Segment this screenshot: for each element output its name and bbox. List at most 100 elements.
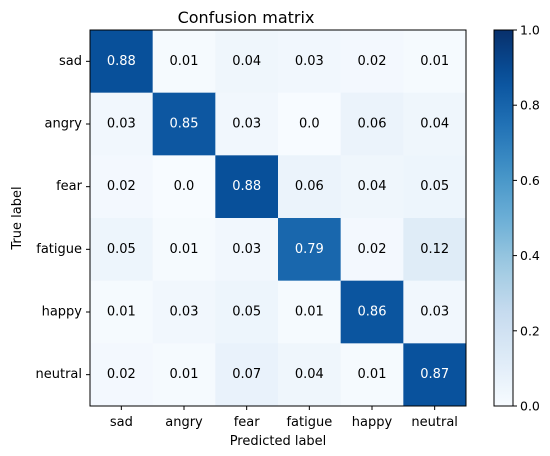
- colorbar-ticks: 0.0 0.2 0.4 0.6 0.8 1.0: [513, 23, 540, 414]
- plot-frame: [89, 29, 467, 407]
- heatmap-cell: [403, 92, 467, 156]
- cell-value-label: 0.01: [358, 367, 387, 382]
- cell-value-label: 0.03: [232, 242, 261, 257]
- cell-value-label: 0.02: [107, 367, 136, 382]
- chart-title: Confusion matrix: [178, 8, 315, 27]
- heatmap-cell: [340, 30, 404, 94]
- colorbar: [493, 29, 514, 407]
- x-tick-label: happy: [352, 415, 393, 430]
- x-tick-label: fatigue: [286, 415, 332, 430]
- heatmap-cell: [90, 92, 154, 156]
- colorbar-tick-label: 0.8: [520, 98, 540, 113]
- cell-value-label: 0.05: [232, 305, 261, 320]
- heatmap-cell: [278, 218, 342, 282]
- y-tick-label: fear: [56, 179, 83, 194]
- y-tick-label: fatigue: [36, 242, 82, 257]
- cell-value-label: 0.04: [295, 367, 324, 382]
- x-axis-ticks: sad angry fear fatigue happy neutral: [110, 406, 458, 430]
- cell-value-label: 0.01: [295, 305, 324, 320]
- cell-value-label: 0.04: [232, 54, 261, 69]
- cell-value-label: 0.88: [107, 54, 136, 69]
- heatmap-cell: [278, 280, 342, 344]
- cell-value-label: 0.02: [358, 242, 387, 257]
- cell-value-label: 0.03: [232, 117, 261, 132]
- cell-value-label: 0.87: [420, 367, 449, 382]
- y-tick-label: happy: [42, 305, 83, 320]
- heatmap-cell: [215, 92, 279, 156]
- heatmap-cell: [152, 343, 216, 407]
- y-tick-label: angry: [45, 117, 83, 132]
- heatmap-cell: [403, 218, 467, 282]
- cell-value-label: 0.12: [420, 242, 449, 257]
- heatmap-cell: [215, 343, 279, 407]
- cell-value-label: 0.04: [358, 179, 387, 194]
- cell-value-label: 0.79: [295, 242, 324, 257]
- heatmap-cell: [90, 155, 154, 219]
- cell-value-label: 0.01: [170, 242, 199, 257]
- cell-value-label: 0.05: [420, 179, 449, 194]
- cell-value-label: 0.01: [170, 54, 199, 69]
- cell-value-label: 0.06: [295, 179, 324, 194]
- heatmap-cell: [278, 30, 342, 94]
- cell-value-label: 0.0: [299, 117, 320, 132]
- colorbar-tick-label: 0.4: [520, 248, 540, 263]
- x-tick-label: angry: [165, 415, 203, 430]
- heatmap-cell: [90, 218, 154, 282]
- cell-value-label: 0.86: [358, 305, 387, 320]
- cell-value-label: 0.01: [107, 305, 136, 320]
- y-tick-label: neutral: [36, 367, 83, 382]
- heatmap-cell: [152, 218, 216, 282]
- heatmap-cell: [215, 280, 279, 344]
- cell-value-label: 0.85: [170, 117, 199, 132]
- heatmap-cell: [403, 155, 467, 219]
- y-tick-label: sad: [59, 54, 82, 69]
- heatmap-cell: [340, 343, 404, 407]
- heatmap-cell: [403, 343, 467, 407]
- x-tick-label: sad: [110, 415, 133, 430]
- cell-value-label: 0.02: [358, 54, 387, 69]
- cell-value-label: 0.05: [107, 242, 136, 257]
- x-tick-label: fear: [234, 415, 261, 430]
- heatmap-cell: [152, 280, 216, 344]
- heatmap-cell: [278, 92, 342, 156]
- colorbar-tick-label: 0.2: [520, 323, 540, 338]
- heatmap-cell: [340, 218, 404, 282]
- cell-value-label: 0.07: [232, 367, 261, 382]
- cell-value-label: 0.01: [420, 54, 449, 69]
- heatmap-cell: [152, 155, 216, 219]
- heatmap-cell: [340, 280, 404, 344]
- heatmap-value-labels: 0.88 0.01 0.04 0.03 0.02 0.01 0.03 0.85 0.03 0.0 0…: [107, 54, 449, 382]
- cell-value-label: 0.03: [107, 117, 136, 132]
- heatmap-cell: [278, 343, 342, 407]
- cell-value-label: 0.03: [170, 305, 199, 320]
- heatmap-cell: [215, 30, 279, 94]
- heatmap-cell: [152, 92, 216, 156]
- colorbar-tick-label: 0.6: [520, 173, 540, 188]
- y-axis-label: True label: [10, 186, 25, 250]
- x-tick-label: neutral: [411, 415, 458, 430]
- cell-value-label: 0.04: [420, 117, 449, 132]
- heatmap-cell: [340, 155, 404, 219]
- cell-value-label: 0.02: [107, 179, 136, 194]
- cell-value-label: 0.0: [174, 179, 195, 194]
- heatmap-cell: [403, 30, 467, 94]
- heatmap-cell: [340, 92, 404, 156]
- heatmap-cell: [90, 30, 154, 94]
- cell-value-label: 0.03: [420, 305, 449, 320]
- heatmap-cell: [215, 155, 279, 219]
- cell-value-label: 0.06: [358, 117, 387, 132]
- heatmap-cell: [90, 280, 154, 344]
- heatmap-cell: [152, 30, 216, 94]
- heatmap-cell: [90, 343, 154, 407]
- y-axis-ticks: sad angry fear fatigue happy neutral: [36, 54, 90, 382]
- colorbar-tick-label: 0.0: [520, 399, 540, 414]
- cell-value-label: 0.88: [232, 179, 261, 194]
- heatmap-cells: [90, 30, 467, 407]
- heatmap-cell: [403, 280, 467, 344]
- heatmap-cell: [215, 218, 279, 282]
- x-axis-label: Predicted label: [230, 434, 327, 449]
- cell-value-label: 0.01: [170, 367, 199, 382]
- cell-value-label: 0.03: [295, 54, 324, 69]
- colorbar-tick-label: 1.0: [520, 23, 540, 38]
